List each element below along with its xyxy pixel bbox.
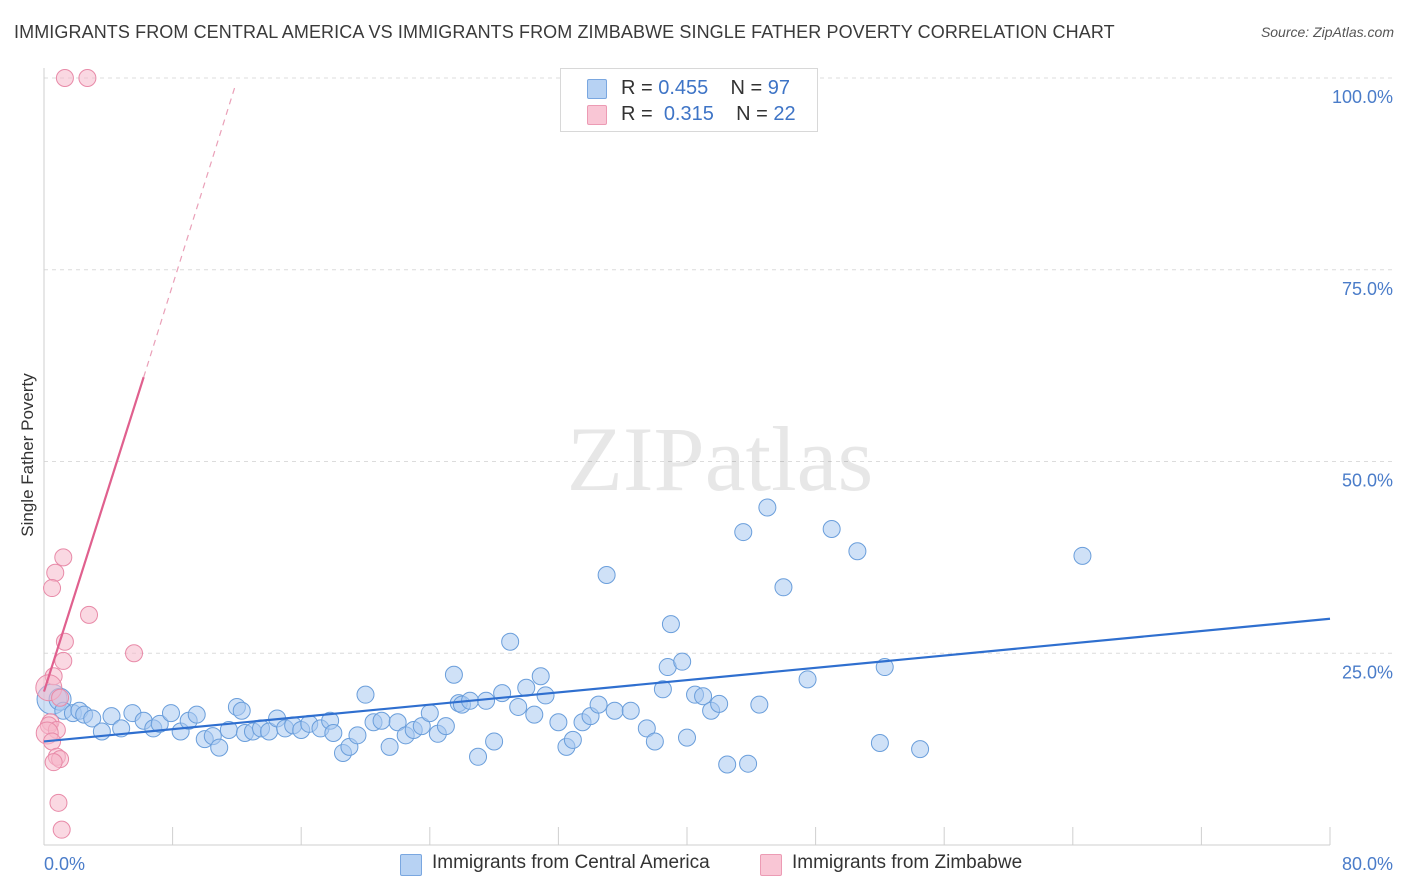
data-point bbox=[80, 605, 99, 624]
data-point bbox=[54, 651, 73, 670]
data-point bbox=[83, 709, 102, 728]
bottom-legend-label: Immigrants from Zimbabwe bbox=[792, 852, 1023, 873]
data-point bbox=[750, 695, 769, 714]
data-point bbox=[694, 687, 713, 706]
legend-n-value: 97 bbox=[767, 77, 791, 99]
legend-r-label: R = bbox=[621, 77, 653, 99]
data-point bbox=[1073, 546, 1092, 565]
series-zimbabwe-points bbox=[35, 69, 144, 839]
data-point bbox=[525, 705, 544, 724]
data-point bbox=[232, 701, 251, 720]
data-point bbox=[102, 707, 121, 726]
data-point bbox=[43, 579, 62, 598]
legend-swatch-blue bbox=[587, 79, 607, 99]
data-point bbox=[380, 737, 399, 756]
bottom-legend-label: Immigrants from Central America bbox=[432, 852, 710, 873]
trend-line bbox=[43, 617, 1331, 743]
data-point bbox=[509, 697, 528, 716]
data-point bbox=[161, 704, 180, 723]
data-point bbox=[589, 695, 608, 714]
data-point bbox=[517, 678, 536, 697]
data-point bbox=[734, 523, 753, 542]
data-point bbox=[563, 730, 582, 749]
data-point bbox=[549, 713, 568, 732]
data-point bbox=[875, 658, 894, 677]
y-tick-label: 50.0% bbox=[1342, 471, 1393, 491]
data-point bbox=[52, 820, 71, 839]
data-point bbox=[388, 713, 407, 732]
data-point bbox=[44, 753, 63, 772]
data-point bbox=[678, 728, 696, 747]
data-point bbox=[420, 704, 439, 723]
data-point bbox=[436, 717, 455, 736]
x-tick-label: 0.0% bbox=[44, 854, 85, 874]
data-point bbox=[597, 566, 616, 585]
tick-labels: 25.0% 50.0% 75.0% 100.0% 0.0% 80.0% bbox=[44, 87, 1393, 874]
data-point bbox=[125, 644, 144, 663]
data-point bbox=[718, 755, 737, 774]
legend-r-value: 0.455 bbox=[658, 77, 709, 99]
data-point bbox=[372, 711, 391, 730]
legend-n-label: N = bbox=[736, 103, 768, 125]
legend-r-value: 0.315 bbox=[663, 103, 714, 125]
data-point bbox=[54, 548, 73, 567]
bottom-legend-swatch-pink bbox=[760, 854, 782, 876]
legend-r-label: R = bbox=[621, 103, 653, 125]
data-point bbox=[739, 754, 758, 773]
data-point bbox=[536, 686, 555, 705]
data-point bbox=[78, 69, 97, 87]
bottom-legend-swatch-blue bbox=[400, 854, 422, 876]
data-point bbox=[356, 685, 375, 704]
y-tick-label: 75.0% bbox=[1342, 279, 1393, 299]
data-point bbox=[469, 747, 488, 766]
data-point bbox=[621, 701, 640, 720]
source-label: Source: ZipAtlas.com bbox=[1260, 24, 1394, 40]
legend-box: R = 0.455 N = 97 R = 0.315 N = 22 bbox=[560, 68, 818, 132]
data-point bbox=[758, 498, 777, 517]
data-point bbox=[798, 670, 817, 689]
data-point bbox=[444, 665, 463, 684]
legend-swatch-pink bbox=[587, 105, 607, 125]
data-point bbox=[485, 732, 504, 751]
data-point bbox=[210, 738, 229, 757]
gridlines bbox=[44, 77, 1392, 654]
data-point bbox=[710, 694, 729, 713]
axes bbox=[43, 68, 1331, 846]
data-point bbox=[150, 714, 169, 733]
legend-n-label: N = bbox=[730, 77, 763, 99]
trend-lines bbox=[42, 85, 1331, 743]
series-central-america-points bbox=[36, 498, 1092, 774]
data-point bbox=[49, 793, 68, 812]
chart-title: IMMIGRANTS FROM CENTRAL AMERICA VS IMMIG… bbox=[14, 22, 1115, 42]
data-point bbox=[187, 705, 206, 724]
y-tick-label: 25.0% bbox=[1342, 662, 1393, 682]
data-point bbox=[531, 667, 550, 686]
data-point bbox=[605, 701, 624, 720]
data-point bbox=[501, 632, 520, 651]
data-point bbox=[911, 740, 930, 759]
data-point bbox=[848, 542, 867, 561]
data-point bbox=[870, 733, 889, 752]
data-point bbox=[822, 519, 841, 538]
data-point bbox=[645, 732, 664, 751]
data-point bbox=[774, 578, 793, 597]
data-point bbox=[637, 719, 656, 738]
watermark: ZIPatlas bbox=[567, 408, 874, 510]
trend-line-extension bbox=[143, 85, 236, 378]
data-point bbox=[55, 69, 74, 87]
data-point bbox=[46, 563, 65, 582]
data-point bbox=[653, 680, 672, 699]
y-tick-label: 100.0% bbox=[1332, 87, 1393, 107]
trend-line bbox=[42, 376, 145, 692]
x-tick-label: 80.0% bbox=[1342, 854, 1393, 874]
data-point bbox=[673, 652, 692, 671]
data-point bbox=[348, 726, 367, 745]
data-point bbox=[661, 615, 680, 634]
data-point bbox=[324, 724, 343, 743]
data-point bbox=[51, 688, 70, 707]
data-point bbox=[412, 717, 431, 736]
legend-n-value: 22 bbox=[773, 103, 796, 125]
